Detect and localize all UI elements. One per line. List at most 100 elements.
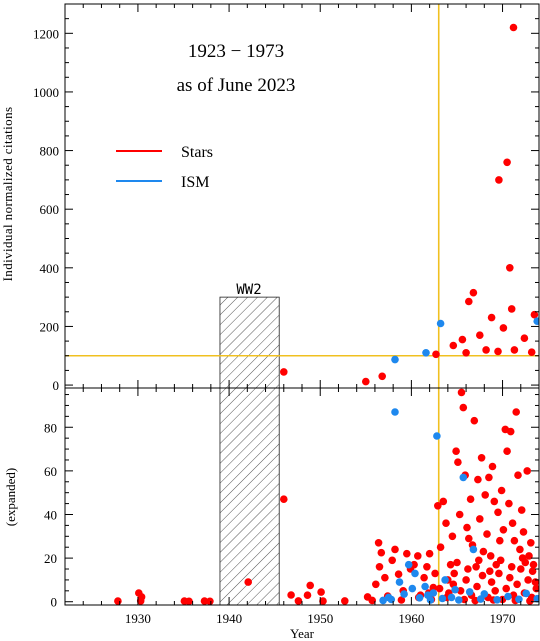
data-point-stars [377,548,386,557]
data-point-stars [508,519,517,527]
data-point-stars [414,552,422,560]
data-point-stars [303,591,312,599]
data-point-stars [517,565,525,573]
data-point-stars [439,497,448,506]
y-tick-label-bottom: 20 [44,551,57,566]
data-point-stars [420,573,428,582]
data-point-stars [452,447,460,456]
data-point-stars [469,288,478,297]
data-point-stars [506,264,514,272]
data-point-stars [200,597,209,605]
data-point-stars [478,571,487,580]
chart-title-line2: as of June 2023 [177,75,296,96]
data-point-stars [423,563,431,571]
data-point-stars [525,552,533,560]
data-point-stars [507,305,516,313]
data-point-stars [244,578,252,586]
data-point-stars [482,346,490,354]
data-point-stars [486,567,494,575]
data-point-ism [404,560,413,569]
data-point-stars [496,556,505,565]
data-point-stars [458,335,467,344]
data-point-stars [362,377,370,386]
data-point-stars [463,523,471,532]
data-point-stars [476,331,484,340]
data-point-stars [394,570,403,578]
data-point-ism [533,594,539,603]
data-point-ism [469,545,478,554]
y-tick-label-bottom: 0 [51,595,58,610]
data-point-stars [495,176,503,184]
data-point-stars [530,310,539,319]
data-point-stars [306,581,315,590]
y-tick-label-bottom: 60 [44,464,57,479]
data-point-stars [462,349,470,357]
data-point-ism [465,588,474,596]
y-tick-label-top: 1000 [33,85,59,100]
data-point-stars [527,539,535,547]
data-point-stars [503,447,511,456]
data-point-ism [436,319,445,328]
data-point-stars [514,471,522,480]
data-point-stars [280,368,288,376]
data-point-stars [431,569,439,578]
data-point-stars [507,563,516,571]
data-point-stars [432,350,440,359]
data-point-ism [459,473,468,482]
data-point-stars [465,297,473,306]
data-point-ism [384,593,393,602]
data-point-stars [494,508,502,517]
data-point-stars [459,403,468,412]
data-point-stars [509,23,518,32]
ww2-shaded-region-layer [219,296,280,606]
y-tick-label-top: 600 [40,202,60,217]
data-point-stars [466,495,475,504]
y-axis-label-bottom: (expanded) [3,468,18,526]
data-point-stars [497,486,506,495]
data-point-stars [450,569,459,578]
data-point-stars [368,596,377,605]
data-point-ism [533,317,539,325]
data-point-stars [479,547,488,556]
y-tick-label-top: 0 [53,378,60,393]
data-point-stars [435,584,444,593]
data-point-stars [114,597,122,605]
legend: Stars ISM [116,144,213,191]
data-point-stars [341,597,349,605]
data-point-stars [397,596,406,604]
data-point-ism [493,596,501,604]
data-point-stars [512,408,520,416]
data-point-stars [486,552,495,560]
data-point-stars [453,558,461,567]
data-point-stars [473,582,481,591]
data-point-stars [381,573,389,582]
ww2-shade-bottom [219,387,280,606]
data-point-ism [438,594,447,603]
bottom-panel-points [114,388,539,605]
y-tick-label-top: 800 [40,144,60,159]
data-point-ism [422,349,430,357]
data-point-stars [206,597,214,605]
data-point-stars [496,536,504,545]
data-point-stars [523,467,531,475]
data-point-stars [319,597,327,605]
data-point-stars [294,597,303,605]
data-point-stars [136,597,145,605]
y-tick-label-top: 400 [40,261,60,276]
data-point-stars [513,580,521,589]
data-point-ism [411,569,419,578]
axes-layer: 0 200 400 600 800 1000 1200 0 20 40 60 80 1930 1940 19… [33,3,540,626]
data-point-stars [518,554,527,562]
data-point-stars [495,569,503,578]
data-point-stars [474,475,482,484]
data-point-stars [488,462,497,471]
data-point-ism [433,432,441,440]
y-tick-label-bottom: 40 [44,507,57,522]
data-point-stars [436,543,445,551]
data-point-stars [465,534,473,543]
data-point-stars [483,530,491,538]
data-point-stars [470,416,479,425]
data-point-stars [287,591,295,599]
data-point-stars [388,556,397,565]
x-tick-label: 1970 [490,611,516,626]
